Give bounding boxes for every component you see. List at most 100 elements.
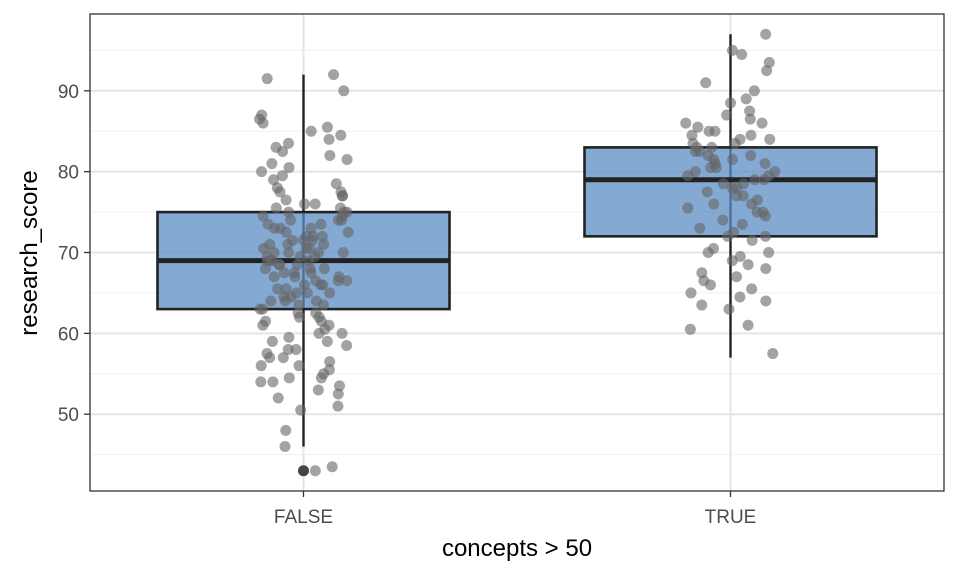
y-tick-label: 70	[58, 244, 79, 265]
data-point	[293, 311, 305, 323]
data-point	[702, 247, 714, 258]
data-point	[318, 263, 330, 275]
data-point	[274, 259, 286, 271]
data-point	[305, 125, 317, 137]
outlier-point	[298, 465, 309, 477]
data-point	[315, 372, 327, 384]
data-point	[309, 465, 321, 477]
data-point	[734, 291, 746, 303]
y-tick-label: 90	[58, 82, 79, 103]
data-point	[725, 97, 737, 109]
data-point	[696, 299, 708, 311]
data-point	[737, 190, 749, 202]
y-axis-title: research_score	[16, 170, 43, 335]
data-point	[341, 154, 353, 166]
data-point	[324, 356, 336, 368]
data-point	[764, 133, 776, 145]
data-point	[283, 247, 295, 258]
data-point	[283, 331, 295, 343]
data-point	[748, 85, 760, 97]
y-tick-label: 60	[58, 324, 79, 345]
data-point	[321, 121, 333, 133]
data-point	[700, 77, 712, 89]
data-point	[767, 348, 779, 360]
data-point	[293, 299, 305, 311]
data-point	[742, 319, 754, 331]
data-point	[285, 214, 297, 226]
data-point	[722, 230, 734, 242]
data-point	[760, 295, 772, 307]
data-point	[255, 376, 267, 388]
data-point	[272, 392, 284, 404]
data-point	[759, 158, 771, 170]
data-point	[717, 214, 729, 226]
data-point	[254, 303, 266, 315]
data-point	[305, 267, 317, 279]
data-point	[270, 202, 282, 214]
data-point	[324, 287, 336, 299]
data-point	[736, 48, 748, 60]
data-point	[279, 295, 291, 307]
data-point	[682, 202, 694, 214]
data-point	[726, 44, 738, 56]
data-point	[313, 327, 325, 339]
data-point	[283, 372, 295, 384]
data-point	[282, 238, 294, 250]
data-point	[341, 339, 353, 351]
data-point	[266, 158, 278, 170]
data-point	[257, 319, 269, 331]
data-point	[703, 125, 715, 137]
data-point	[760, 28, 772, 40]
x-tick-label: FALSE	[274, 507, 333, 528]
data-point	[280, 194, 292, 206]
data-point	[312, 384, 324, 396]
data-point	[289, 271, 301, 283]
data-point	[330, 178, 342, 190]
data-point	[278, 267, 290, 279]
data-point	[760, 263, 772, 275]
x-axis-title: concepts > 50	[442, 535, 592, 562]
data-point	[744, 105, 756, 117]
data-point	[280, 226, 292, 238]
data-point	[324, 149, 336, 161]
data-point	[315, 218, 327, 230]
data-point	[276, 170, 288, 182]
data-point	[721, 109, 733, 121]
data-point	[274, 186, 286, 198]
axis-layer: 50 60 70 80 90 FALSE TRUE	[58, 82, 757, 528]
data-point	[337, 247, 349, 258]
data-point	[255, 360, 267, 372]
data-point	[268, 271, 280, 283]
data-point	[266, 335, 278, 347]
data-point	[726, 255, 738, 267]
data-point	[333, 380, 345, 392]
data-point	[277, 145, 289, 157]
data-point	[729, 137, 741, 149]
data-point	[338, 85, 350, 97]
data-point	[280, 424, 292, 436]
y-tick-label: 50	[58, 405, 79, 426]
data-point	[761, 65, 773, 77]
data-point	[304, 242, 316, 254]
data-point	[341, 275, 353, 287]
data-point	[742, 259, 754, 271]
data-point	[316, 230, 328, 242]
data-point	[731, 182, 743, 194]
data-point	[257, 117, 269, 129]
data-point	[332, 388, 344, 400]
data-point	[746, 283, 758, 295]
data-point	[705, 162, 717, 174]
data-point	[259, 263, 271, 275]
data-point	[758, 174, 770, 186]
data-point	[267, 376, 279, 388]
data-point	[704, 279, 716, 291]
data-point	[689, 145, 701, 157]
data-point	[332, 400, 344, 412]
data-point	[272, 283, 284, 295]
data-point	[277, 352, 289, 364]
data-point	[756, 117, 768, 129]
data-point	[295, 404, 307, 416]
data-point	[736, 218, 748, 230]
data-point	[685, 287, 697, 299]
